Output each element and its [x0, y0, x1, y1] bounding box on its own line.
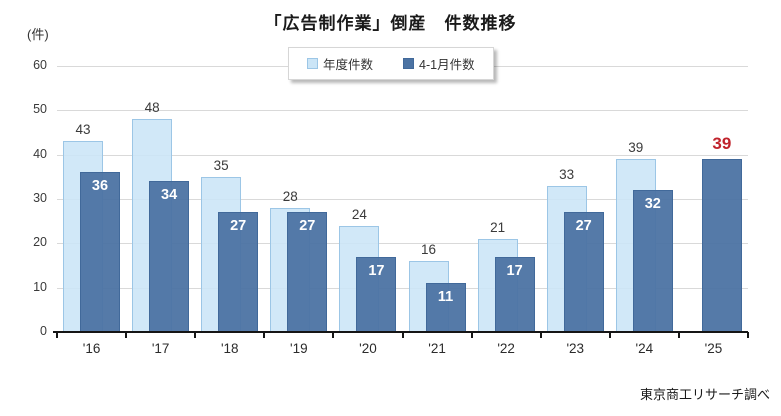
period-bar: 32: [632, 190, 673, 332]
annual-value-label: 39: [628, 140, 644, 156]
y-tick-label: 40: [33, 146, 47, 161]
gridline-30: [57, 199, 748, 200]
x-tick-label: '25: [704, 341, 723, 356]
x-axis-tick: [332, 332, 335, 338]
x-tick-label: '23: [566, 341, 585, 356]
annual-value-label: 35: [213, 157, 229, 173]
x-tick-label: '20: [359, 341, 377, 356]
period-value-label: 27: [230, 218, 247, 235]
gridline-50: [57, 110, 748, 112]
x-axis-tick: [539, 332, 542, 338]
legend-item-annual: 年度件数: [307, 54, 373, 73]
y-tick-label: 20: [33, 235, 47, 250]
x-axis-tick: [263, 332, 266, 338]
x-tick-label: '17: [151, 341, 170, 356]
period-bar: 27: [218, 212, 259, 332]
period-value-label: 17: [368, 262, 385, 279]
legend-label-period: 4-1月件数: [419, 58, 475, 72]
annual-value-label: 43: [75, 122, 91, 138]
period-value-label: 36: [91, 178, 109, 195]
x-axis-tick: [747, 332, 749, 338]
x-axis-tick: [470, 332, 473, 338]
x-axis-line: [53, 331, 748, 333]
gridline-40: [57, 154, 748, 156]
y-tick-label: 50: [33, 102, 47, 117]
y-tick-label: 60: [33, 58, 47, 72]
x-axis-tick: [125, 332, 128, 338]
annual-value-label: 48: [144, 100, 160, 116]
legend-item-period: 4-1月件数: [403, 54, 475, 73]
period-value-label: 27: [299, 218, 316, 235]
annual-value-label: 16: [420, 242, 437, 258]
period-bar: 27: [287, 212, 328, 332]
y-tick-label: 0: [40, 324, 47, 338]
annual-value-label: 28: [282, 188, 298, 204]
y-tick-label: 30: [33, 191, 47, 205]
period-bar: 17: [356, 256, 397, 332]
period-bar: 36: [80, 172, 120, 332]
period-bar: 17: [494, 256, 535, 332]
period-bar: 34: [149, 181, 190, 332]
source-note: 東京商工リサーチ調べ: [639, 387, 770, 402]
annual-series-swatch-icon: [307, 58, 318, 69]
gridline-20: [57, 243, 748, 245]
annual-value-label: 24: [351, 206, 367, 222]
x-axis-tick: [608, 332, 611, 338]
y-axis-unit-label: (件): [27, 27, 49, 42]
x-tick-label: '18: [220, 341, 239, 356]
x-tick-label: '19: [290, 341, 308, 356]
plot-area: 43 36'16 48 34'17 35 27'18 28 27'19 24 17'20 16 11 '…: [53, 66, 749, 356]
chart-title: 「広告制作業」倒産 件数推移: [264, 14, 517, 33]
x-axis-tick: [401, 332, 404, 338]
period-value-label: 34: [161, 187, 178, 204]
period-value-label: 32: [644, 196, 661, 213]
period-bar: [701, 159, 742, 332]
period-value-label: 27: [575, 218, 592, 235]
x-tick-label: '21: [428, 341, 446, 356]
period-bar: 27: [563, 212, 604, 332]
x-tick-label: '24: [635, 341, 654, 356]
x-axis-tick: [56, 332, 58, 338]
annual-value-label: 21: [490, 219, 506, 235]
period-series-swatch-icon: [403, 58, 415, 69]
legend-label-annual: 年度件数: [323, 58, 374, 72]
x-axis-tick: [677, 332, 680, 338]
x-axis-tick: [194, 332, 197, 338]
legend: 年度件数 4-1月件数: [288, 47, 494, 80]
x-tick-label: '16: [82, 341, 101, 356]
x-tick-label: '22: [497, 341, 515, 356]
period-value-label: 11: [437, 289, 454, 306]
gridline-10: [57, 287, 748, 289]
annual-value-label: 33: [559, 166, 575, 182]
period-bar: 11: [425, 283, 466, 332]
y-tick-label: 10: [33, 279, 47, 294]
period-value-label: 17: [506, 262, 523, 279]
highlight-value-label: 39: [712, 134, 732, 154]
